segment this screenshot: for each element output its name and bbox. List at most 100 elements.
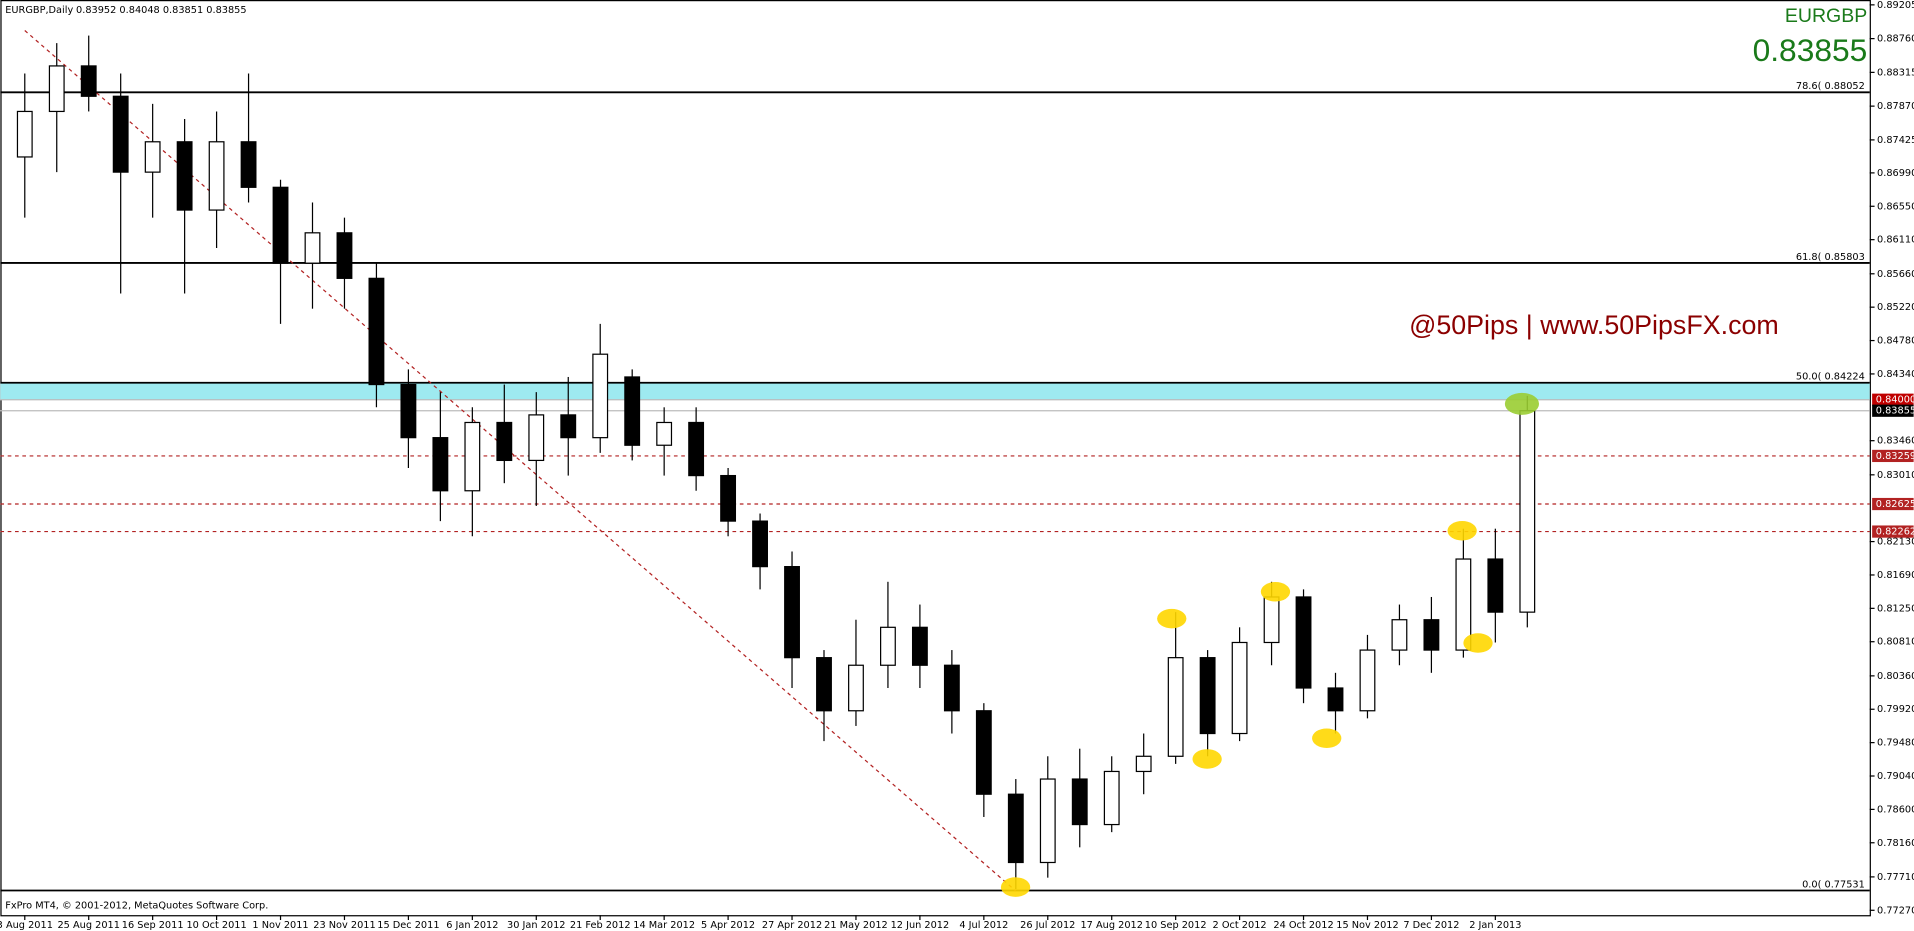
- fib-label: 50.0( 0.84224: [1796, 372, 1865, 383]
- candle-body: [624, 376, 641, 446]
- x-tick-label: 21 May 2012: [824, 920, 888, 931]
- y-tick-label: 0.81690: [1877, 570, 1914, 581]
- y-tick-label: 0.87425: [1877, 135, 1914, 146]
- price-tag: [1872, 393, 1914, 406]
- candle-body: [1167, 657, 1184, 757]
- y-tick-label: 0.88760: [1877, 34, 1914, 45]
- candle-body: [368, 277, 385, 386]
- y-tick-label: 0.77710: [1877, 872, 1914, 883]
- y-tick-label: 0.89205: [1877, 0, 1914, 11]
- price-tag: [1872, 449, 1914, 463]
- candle-body: [336, 232, 353, 279]
- y-tick-label: 0.84780: [1877, 336, 1914, 347]
- candle-body: [304, 232, 321, 264]
- candle-body: [144, 141, 161, 173]
- x-tick-label: 21 Feb 2012: [570, 920, 631, 931]
- candle-body: [16, 110, 33, 158]
- candle-body: [1103, 770, 1120, 826]
- x-tick-label: 2 Jan 2013: [1469, 920, 1521, 931]
- x-tick-label: 4 Jul 2012: [959, 920, 1008, 931]
- candle-body: [688, 421, 705, 477]
- x-tick-label: 15 Nov 2012: [1336, 920, 1398, 931]
- x-tick-label: 27 Apr 2012: [762, 920, 822, 931]
- candle-body: [1455, 558, 1472, 651]
- y-tick-label: 0.86990: [1877, 168, 1914, 179]
- candle-body: [1391, 619, 1408, 651]
- zone: [0, 382, 1870, 400]
- y-tick-label: 0.88315: [1877, 67, 1914, 78]
- candle-body: [1007, 793, 1024, 864]
- price-tag-label: 0.83259: [1876, 451, 1914, 462]
- y-tick-label: 0.79480: [1877, 738, 1914, 749]
- candle-body: [1423, 619, 1440, 651]
- candle-body: [816, 657, 832, 712]
- fib-label: 61.8( 0.85803: [1796, 252, 1865, 263]
- x-tick-label: 2 Oct 2012: [1213, 920, 1267, 931]
- x-tick-label: 23 Nov 2011: [313, 920, 375, 931]
- candle-body: [240, 141, 257, 188]
- y-tick-label: 0.80810: [1877, 637, 1914, 648]
- price-tag: [1872, 525, 1914, 538]
- y-tick-label: 0.86110: [1877, 235, 1914, 246]
- candle-body: [1519, 410, 1536, 613]
- y-tick-label: 0.83010: [1877, 470, 1914, 481]
- highlights: [1000, 392, 1540, 897]
- candle-body: [592, 353, 609, 439]
- candle-body: [1135, 755, 1152, 773]
- candle-body: [176, 141, 193, 211]
- x-tick-label: 30 Jan 2012: [507, 920, 565, 931]
- x-tick-label: 26 Jul 2012: [1020, 920, 1075, 931]
- fib-label: 0.0( 0.77531: [1802, 879, 1865, 890]
- candle-body: [784, 566, 800, 659]
- candle-body: [464, 421, 481, 492]
- y-tick-label: 0.79920: [1877, 704, 1914, 715]
- highlight: [1447, 521, 1477, 541]
- y-tick-label: 0.78160: [1877, 838, 1914, 849]
- y-tick-label: 0.82130: [1877, 537, 1914, 548]
- candle-body: [1199, 657, 1216, 735]
- x-tick-label: 3 Aug 2011: [0, 920, 53, 931]
- candle-body: [432, 437, 449, 492]
- y-tick-label: 0.80360: [1877, 671, 1914, 682]
- y-tick-label: 0.85220: [1877, 302, 1914, 313]
- candle-body: [1071, 778, 1088, 826]
- y-tick-label: 0.87870: [1877, 101, 1914, 112]
- y-tick-label: 0.85660: [1877, 269, 1914, 280]
- candle-body: [400, 383, 417, 439]
- y-tick-label: 0.78600: [1877, 804, 1914, 815]
- candle-body: [720, 474, 737, 522]
- candle-body: [1231, 641, 1248, 735]
- y-tick-label: 0.84340: [1877, 369, 1914, 380]
- x-tick-label: 12 Jun 2012: [891, 920, 950, 931]
- candle-body: [752, 520, 768, 568]
- trend-line: [24, 30, 1016, 892]
- last-price: 0.83855: [1753, 32, 1868, 68]
- fib-label: 78.6( 0.88052: [1796, 81, 1865, 92]
- candle-body: [80, 65, 97, 97]
- x-tick-label: 10 Oct 2011: [186, 920, 246, 931]
- highlight: [1192, 749, 1222, 769]
- candle-body: [560, 414, 577, 439]
- price-tag-label: 0.83855: [1876, 406, 1914, 417]
- x-tick-label: 1 Nov 2011: [252, 920, 308, 931]
- highlight: [1463, 633, 1493, 653]
- price-tag-label: 0.82625: [1876, 499, 1914, 510]
- candle-body: [1039, 778, 1056, 864]
- chart-title: EURGBP,Daily: [5, 5, 73, 16]
- candle-body: [880, 626, 896, 666]
- candle-body: [1327, 687, 1344, 712]
- price-tag: [1872, 404, 1914, 417]
- price-tag-label: 0.84000: [1876, 395, 1914, 406]
- highlight: [1312, 728, 1342, 748]
- x-tick-label: 14 Mar 2012: [633, 920, 695, 931]
- candle-body: [1295, 596, 1312, 689]
- candle-body: [1487, 558, 1504, 613]
- x-tick-label: 6 Jan 2012: [446, 920, 498, 931]
- x-tick-label: 25 Aug 2011: [57, 920, 119, 931]
- highlight: [1504, 392, 1540, 415]
- candle-body: [943, 664, 960, 712]
- candle-body: [528, 414, 545, 462]
